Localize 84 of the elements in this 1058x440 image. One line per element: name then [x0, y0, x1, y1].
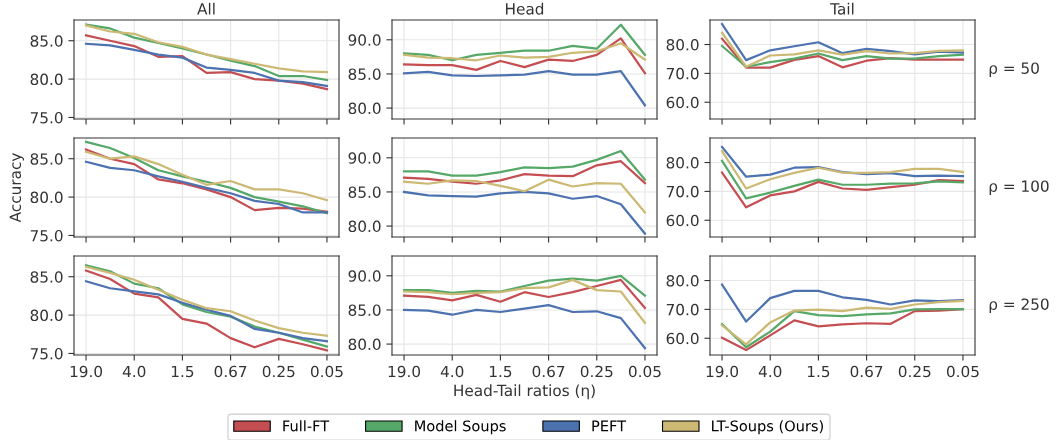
y-tick-label: 80.0: [348, 220, 381, 233]
line-series: [720, 283, 965, 323]
line-series: [402, 160, 647, 185]
y-tick-label: 80.0: [30, 309, 63, 322]
chart-title: All: [197, 2, 215, 15]
y-tick-label: 90.0: [348, 34, 381, 46]
line-series: [84, 150, 329, 202]
line-series: [720, 149, 965, 190]
legend-label: Full-FT: [283, 420, 330, 432]
y-tick-label: 80.0: [666, 39, 699, 51]
line-series: [402, 190, 647, 235]
x-tick-label: 19.0: [388, 365, 421, 378]
x-tick-label: 0.05: [310, 365, 343, 378]
line-series: [720, 37, 965, 69]
x-tick-label: 4.0: [122, 365, 146, 378]
line-series: [402, 37, 647, 75]
x-axis-title: Head-Tail ratios (η): [454, 384, 595, 400]
y-tick-label: 60.0: [666, 214, 699, 227]
y-tick-label: 80.0: [30, 73, 63, 86]
line-series: [402, 149, 647, 181]
x-tick-label: 0.25: [580, 365, 613, 378]
line-series: [402, 274, 647, 297]
x-tick-label: 1.5: [171, 365, 194, 378]
y-tick-label: 85.0: [30, 271, 63, 283]
line-series: [84, 280, 329, 343]
y-tick-label: 80.0: [666, 275, 699, 287]
line-series: [720, 22, 965, 62]
line-series: [720, 299, 965, 346]
x-tick-label: 19.0: [70, 365, 103, 378]
line-series: [402, 42, 647, 62]
x-tick-label: 0.05: [628, 365, 661, 378]
x-tick-label: 4.0: [440, 365, 464, 378]
y-tick-label: 80.0: [666, 157, 699, 169]
line-series: [402, 70, 647, 107]
line-series: [720, 171, 965, 209]
line-series: [84, 160, 329, 214]
y-tick-label: 75.0: [30, 347, 63, 360]
y-tick-label: 80.0: [348, 102, 381, 115]
y-tick-label: 85.0: [30, 153, 63, 165]
y-tick-label: 85.0: [30, 35, 63, 47]
line-series: [84, 42, 329, 88]
y-axis-title: Accuracy: [9, 153, 25, 223]
text: ρ = 50: [989, 62, 1039, 77]
legend-label: LT-Soups (Ours): [712, 420, 823, 435]
x-tick-label: 0.25: [898, 365, 931, 378]
x-tick-label: 4.0: [758, 365, 782, 378]
line-series: [402, 304, 647, 350]
line-series: [720, 44, 965, 68]
x-tick-label: 0.67: [532, 365, 565, 378]
y-tick-label: 75.0: [30, 229, 63, 242]
text: ρ = 250: [989, 298, 1049, 313]
line-series: [720, 145, 965, 178]
line-series: [720, 159, 965, 200]
y-tick-label: 75.0: [30, 111, 63, 124]
x-tick-label: 0.25: [262, 365, 295, 378]
x-tick-label: 19.0: [706, 365, 739, 378]
y-tick-label: 60.0: [666, 332, 699, 345]
line-series: [402, 278, 647, 325]
chart-title: Head: [506, 2, 544, 15]
text: ρ = 100: [989, 180, 1049, 195]
line-series: [402, 178, 647, 214]
y-tick-label: 90.0: [348, 270, 381, 282]
line-series: [402, 23, 647, 62]
y-tick-label: 80.0: [348, 338, 381, 351]
line-series: [84, 34, 329, 91]
y-tick-label: 70.0: [666, 303, 699, 316]
y-tick-label: 70.0: [666, 185, 699, 198]
legend-label: Model Soups: [415, 420, 506, 435]
y-tick-label: 85.0: [348, 304, 381, 316]
y-tick-label: 85.0: [348, 68, 381, 80]
x-tick-label: 0.05: [946, 365, 979, 378]
y-tick-label: 85.0: [348, 186, 381, 198]
y-tick-label: 80.0: [30, 191, 63, 204]
x-tick-label: 0.67: [850, 365, 883, 378]
line-series: [402, 278, 647, 309]
x-tick-label: 1.5: [807, 365, 830, 378]
x-tick-label: 0.67: [214, 365, 247, 378]
legend-label: PEFT: [592, 420, 627, 432]
y-tick-label: 70.0: [666, 67, 699, 80]
y-tick-label: 60.0: [666, 96, 699, 109]
y-tick-label: 90.0: [348, 152, 381, 164]
x-tick-label: 1.5: [489, 365, 512, 378]
chart-title: Tail: [830, 2, 854, 15]
line-series: [720, 31, 965, 68]
